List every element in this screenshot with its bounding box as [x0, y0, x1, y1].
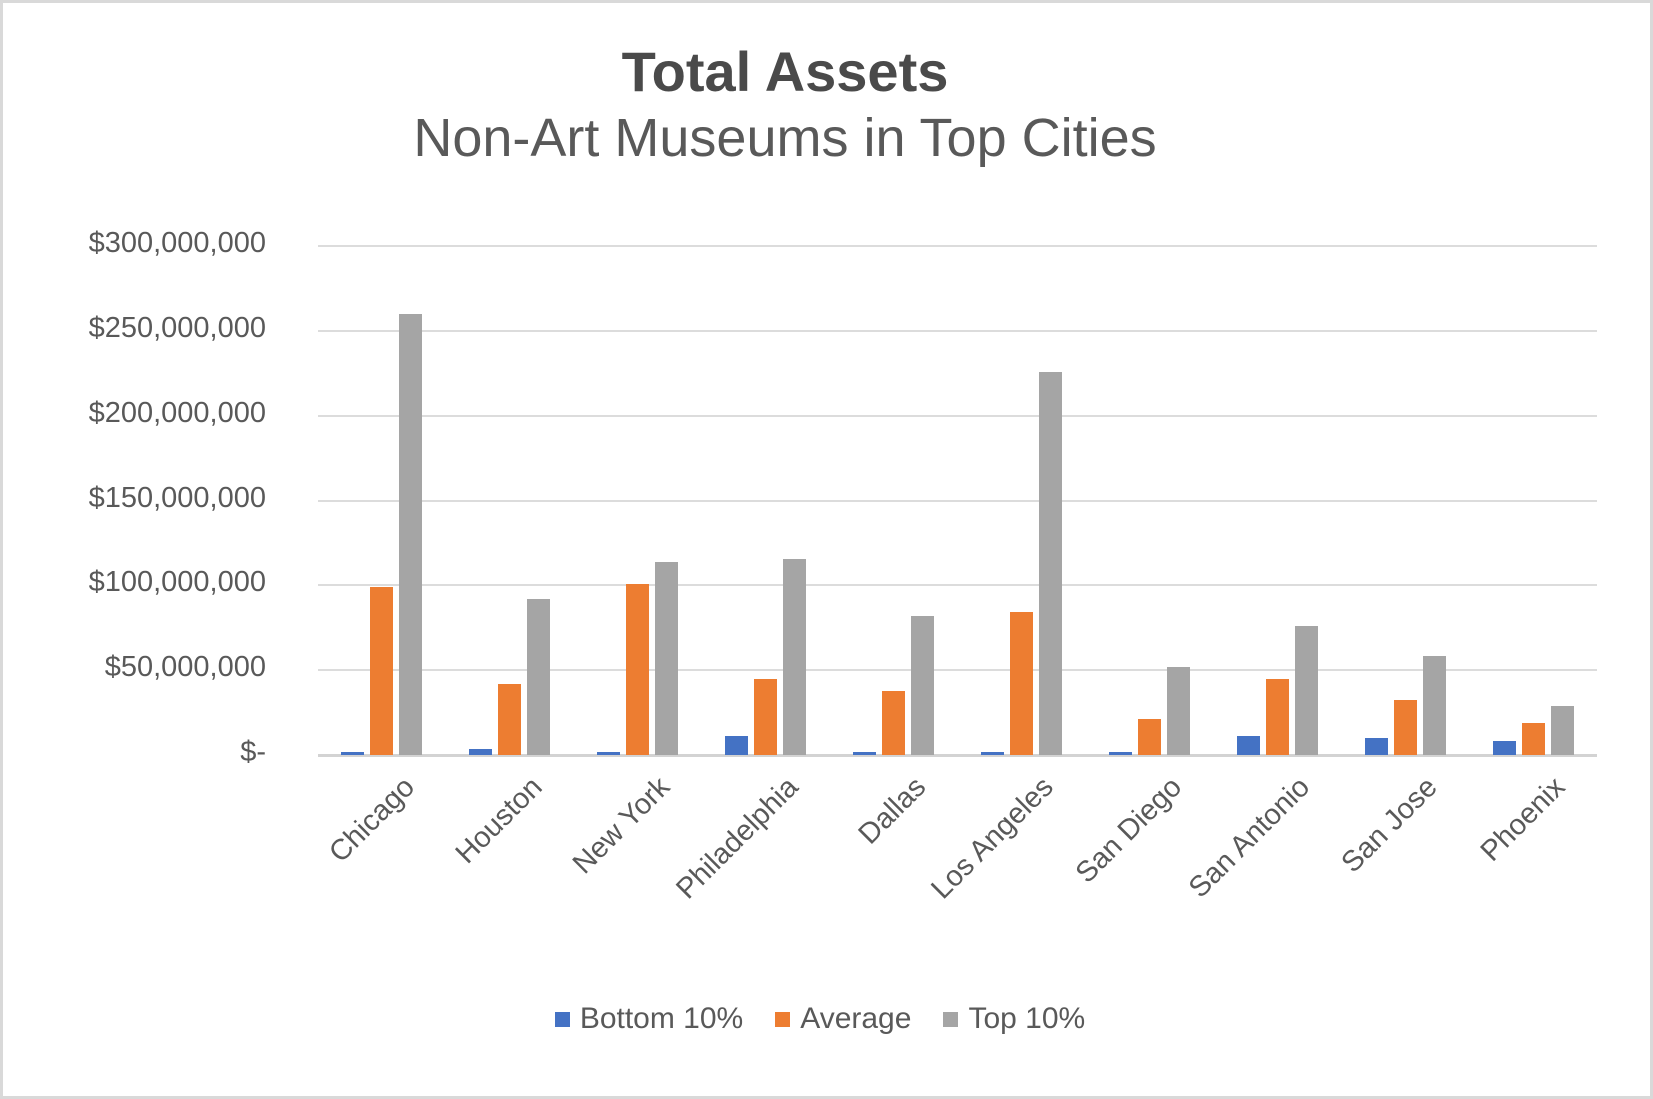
x-axis-label-chicago: Chicago	[322, 771, 421, 869]
chart-subtitle: Non-Art Museums in Top Cities	[413, 108, 1157, 169]
bar-top-10--los-angeles	[1038, 372, 1062, 755]
x-axis-label-san-jose: San Jose	[1335, 771, 1444, 880]
bar-top-10--philadelphia	[783, 559, 807, 755]
bar-average-philadelphia	[754, 679, 778, 755]
bar-top-10--san-diego	[1166, 667, 1190, 755]
x-axis-label-new-york: New York	[567, 771, 677, 881]
horizontal-gridline	[318, 584, 1597, 587]
legend-item-bottom-10-: Bottom 10%	[554, 1002, 744, 1036]
horizontal-gridline	[318, 245, 1597, 247]
bar-bottom-10--philadelphia	[725, 736, 749, 755]
bar-average-phoenix	[1521, 723, 1545, 755]
bar-average-houston	[498, 684, 522, 755]
legend-label: Top 10%	[968, 1002, 1086, 1035]
legend-label: Bottom 10%	[579, 1002, 744, 1035]
y-axis-tick-label: $50,000,000	[104, 651, 266, 684]
bar-top-10--chicago	[399, 314, 423, 755]
bar-average-los-angeles	[1009, 612, 1033, 755]
horizontal-gridline	[318, 499, 1597, 502]
bar-average-san-jose	[1393, 700, 1417, 755]
legend-swatch-icon	[554, 1011, 570, 1027]
legend-item-top-10-: Top 10%	[943, 1002, 1085, 1036]
x-axis-label-san-diego: San Diego	[1069, 771, 1188, 890]
bar-bottom-10--houston	[469, 749, 493, 755]
horizontal-gridline	[318, 669, 1597, 672]
bar-bottom-10--san-diego	[1108, 752, 1132, 755]
y-axis-tick-label: $250,000,000	[88, 311, 266, 344]
bar-bottom-10--chicago	[341, 752, 365, 755]
horizontal-gridline	[318, 329, 1597, 332]
y-axis-tick-label: $300,000,000	[88, 227, 266, 259]
x-axis-label-los-angeles: Los Angeles	[925, 771, 1061, 906]
bar-average-chicago	[370, 587, 394, 755]
x-axis-label-houston: Houston	[449, 771, 549, 871]
bar-bottom-10--new-york	[597, 752, 621, 755]
bar-bottom-10--san-jose	[1364, 738, 1388, 755]
legend-swatch-icon	[775, 1011, 791, 1027]
bar-top-10--new-york	[655, 562, 679, 755]
bar-average-san-antonio	[1265, 679, 1289, 755]
bar-top-10--phoenix	[1550, 706, 1574, 755]
x-axis-label-philadelphia: Philadelphia	[669, 771, 805, 906]
bar-bottom-10--phoenix	[1492, 741, 1516, 755]
y-axis-tick-label: $-	[240, 736, 266, 768]
bar-bottom-10--san-antonio	[1236, 736, 1260, 755]
bar-top-10--houston	[527, 599, 551, 755]
legend-swatch-icon	[943, 1011, 959, 1027]
bar-bottom-10--dallas	[853, 752, 877, 755]
bar-average-dallas	[882, 691, 906, 755]
bar-average-new-york	[626, 584, 650, 755]
y-axis-tick-label: $150,000,000	[88, 481, 266, 514]
x-axis-label-phoenix: Phoenix	[1474, 771, 1572, 868]
bar-average-san-diego	[1137, 719, 1161, 755]
legend-item-average: Average	[775, 1002, 911, 1036]
bar-top-10--dallas	[911, 616, 935, 755]
bar-top-10--san-jose	[1422, 656, 1446, 755]
y-axis-tick-label: $200,000,000	[88, 396, 266, 429]
x-axis-label-san-antonio: San Antonio	[1182, 771, 1316, 905]
x-axis-label-dallas: Dallas	[852, 771, 933, 851]
horizontal-gridline	[318, 414, 1597, 417]
y-axis-tick-label: $100,000,000	[88, 566, 266, 599]
chart-title: Total Assets	[621, 40, 949, 103]
bar-bottom-10--los-angeles	[980, 752, 1004, 755]
legend-label: Average	[800, 1002, 912, 1035]
chart-title-block: Total Assets Non-Art Museums in Top Citi…	[0, 38, 1570, 173]
legend: Bottom 10% Average Top 10%	[10, 1002, 1630, 1036]
x-axis-line	[318, 754, 1597, 757]
bar-top-10--san-antonio	[1294, 626, 1318, 755]
